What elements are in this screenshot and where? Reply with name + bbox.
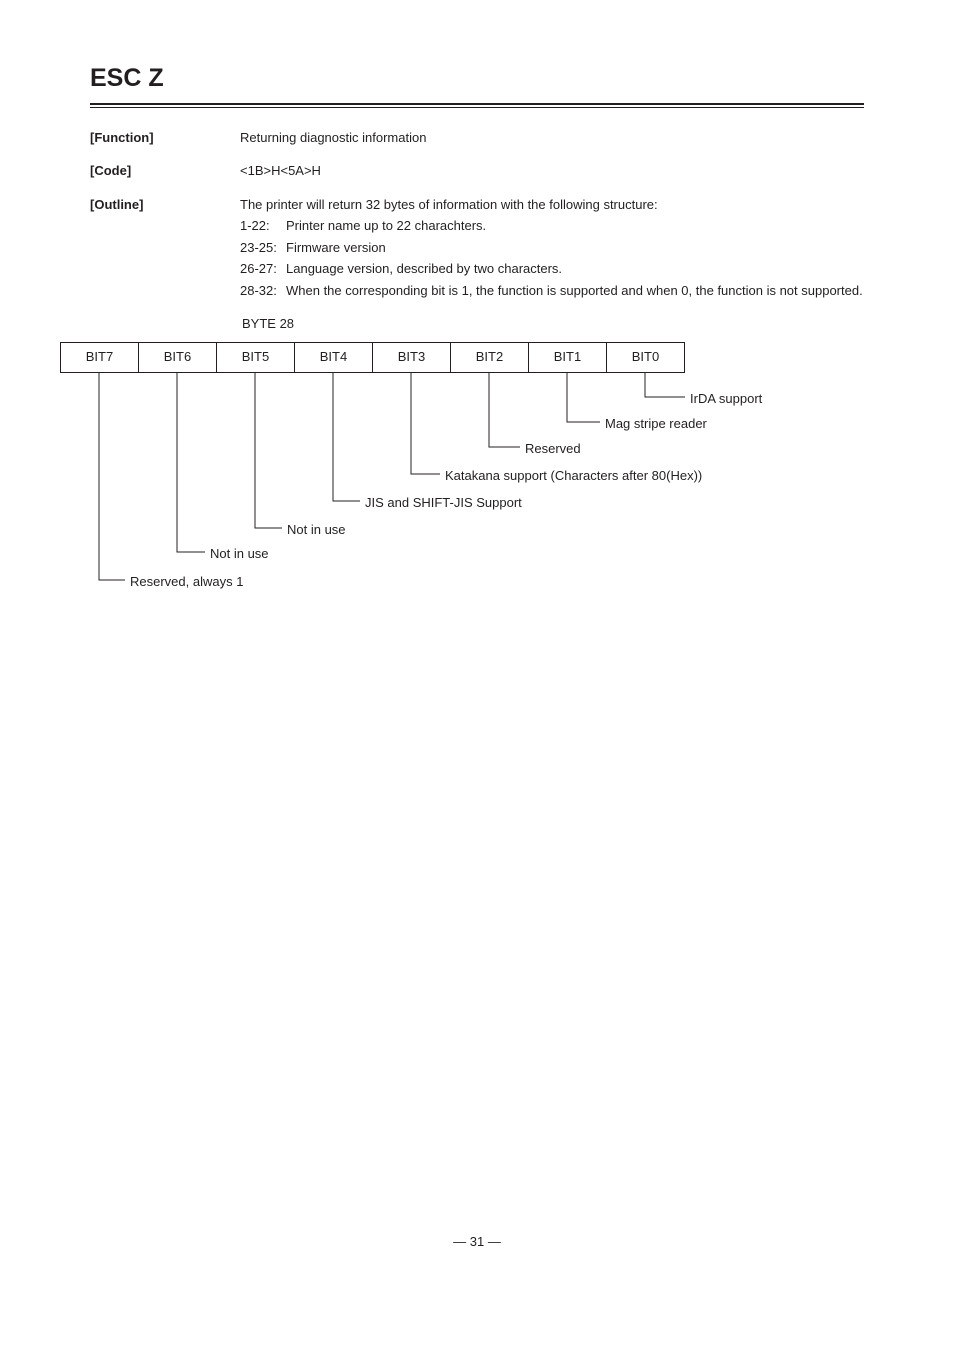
- page-title: ESC Z: [90, 60, 864, 98]
- code-label: [Code]: [90, 161, 240, 181]
- rule-thin: [90, 107, 864, 108]
- outline-body: The printer will return 32 bytes of info…: [240, 195, 864, 301]
- bit5-label: Not in use: [287, 520, 346, 540]
- function-row: [Function] Returning diagnostic informat…: [90, 128, 864, 148]
- outline-item: 23-25: Firmware version: [240, 238, 864, 258]
- outline-val: Firmware version: [286, 238, 864, 258]
- code-row: [Code] <1B>H<5A>H: [90, 161, 864, 181]
- outline-val: Printer name up to 22 charachters.: [286, 216, 864, 236]
- outline-val: Language version, described by two chara…: [286, 259, 864, 279]
- byte28-diagram: BIT7 BIT6 BIT5 BIT4 BIT3 BIT2 BIT1 BIT0: [60, 342, 840, 622]
- byte28-heading: BYTE 28: [242, 314, 864, 334]
- outline-intro: The printer will return 32 bytes of info…: [240, 195, 864, 215]
- bit4-label: JIS and SHIFT-JIS Support: [365, 493, 522, 513]
- outline-label: [Outline]: [90, 195, 240, 301]
- outline-row: [Outline] The printer will return 32 byt…: [90, 195, 864, 301]
- outline-item: 28-32: When the corresponding bit is 1, …: [240, 281, 864, 301]
- bit2-label: Reserved: [525, 439, 581, 459]
- outline-item: 26-27: Language version, described by tw…: [240, 259, 864, 279]
- page-number: — 31 —: [90, 1232, 864, 1252]
- bit3-label: Katakana support (Characters after 80(He…: [445, 466, 702, 486]
- rule-thick: [90, 103, 864, 105]
- code-text: <1B>H<5A>H: [240, 161, 864, 181]
- outline-key: 28-32:: [240, 281, 286, 301]
- bit1-label: Mag stripe reader: [605, 414, 707, 434]
- function-text: Returning diagnostic information: [240, 128, 864, 148]
- outline-key: 26-27:: [240, 259, 286, 279]
- outline-key: 1-22:: [240, 216, 286, 236]
- function-label: [Function]: [90, 128, 240, 148]
- bit7-label: Reserved, always 1: [130, 572, 243, 592]
- outline-item: 1-22: Printer name up to 22 charachters.: [240, 216, 864, 236]
- bit6-label: Not in use: [210, 544, 269, 564]
- outline-key: 23-25:: [240, 238, 286, 258]
- bit0-label: IrDA support: [690, 389, 762, 409]
- outline-val: When the corresponding bit is 1, the fun…: [286, 281, 864, 301]
